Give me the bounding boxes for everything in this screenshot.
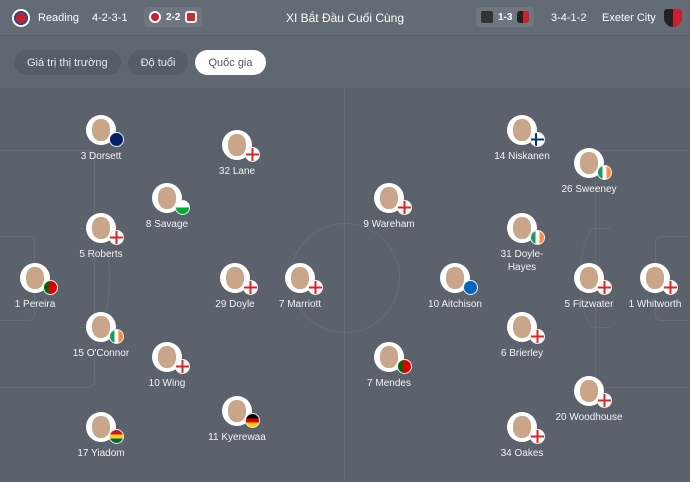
player-name: 1 Pereira — [14, 299, 56, 310]
player-name: 9 Wareham — [363, 219, 415, 230]
match-header: Reading 4-2-3-1 2-2 XI Bắt Đầu Cuối Cùng… — [0, 0, 690, 36]
england-flag-icon — [663, 280, 678, 295]
player-avatar — [507, 312, 537, 342]
away-last-match[interactable]: 1-3 — [476, 7, 535, 27]
player-name: 1 Whitworth — [628, 299, 682, 310]
home-team[interactable]: Reading — [12, 0, 79, 36]
player-name: 31 Doyle-Hayes — [500, 249, 544, 273]
player-avatar — [574, 263, 604, 293]
tab-bar: Giá trị thị trường Độ tuổi Quốc gia — [14, 50, 266, 75]
tab-nationality[interactable]: Quốc gia — [195, 50, 266, 75]
tab-market-value[interactable]: Giá trị thị trường — [14, 50, 121, 75]
home-team-name: Reading — [38, 12, 79, 24]
player-name: 6 Brierley — [500, 348, 544, 359]
ireland-flag-icon — [597, 165, 612, 180]
england-flag-icon — [109, 230, 124, 245]
player-avatar — [152, 183, 182, 213]
player-name: 5 Roberts — [79, 249, 123, 260]
player-name: 8 Savage — [145, 219, 189, 230]
player-name: 34 Oakes — [500, 448, 544, 459]
england-flag-icon — [245, 147, 260, 162]
tab-age[interactable]: Độ tuổi — [127, 50, 189, 75]
reading-mini-crest-icon — [149, 11, 161, 23]
player-name: 15 O'Connor — [72, 348, 130, 359]
portugal-flag-icon — [43, 280, 58, 295]
wales-flag-icon — [175, 200, 190, 215]
portugal-flag-icon — [397, 359, 412, 374]
ghana-flag-icon — [109, 429, 124, 444]
finland-flag-icon — [530, 132, 545, 147]
player-name: 32 Lane — [218, 166, 256, 177]
australia-flag-icon — [109, 132, 124, 147]
england-flag-icon — [175, 359, 190, 374]
exeter-crest-icon — [663, 9, 682, 27]
ireland-flag-icon — [109, 329, 124, 344]
player-name: 17 Yiadom — [77, 448, 125, 459]
player-name: 5 Fitzwater — [564, 299, 614, 310]
opponent-crest-icon — [481, 11, 493, 23]
player-avatar — [86, 412, 116, 442]
player-avatar — [440, 263, 470, 293]
away-formation: 3-4-1-2 — [551, 12, 587, 24]
player-name: 29 Doyle — [215, 299, 255, 310]
player-avatar — [374, 342, 404, 372]
player-name: 14 Niskanen — [494, 151, 550, 162]
player-name: 3 Dorsett — [80, 151, 122, 162]
ireland-flag-icon — [530, 230, 545, 245]
england-flag-icon — [597, 280, 612, 295]
player-name: 10 Wing — [148, 378, 186, 389]
away-team[interactable]: Exeter City — [602, 0, 682, 36]
player-name: 7 Mendes — [367, 378, 411, 389]
player-name: 26 Sweeney — [561, 184, 617, 195]
player-avatar — [574, 376, 604, 406]
player-name: 10 Aitchison — [428, 299, 482, 310]
england-flag-icon — [397, 200, 412, 215]
home-formation: 4-2-3-1 — [92, 12, 128, 24]
away-team-name: Exeter City — [602, 12, 656, 24]
player-name: 11 Kyerewaa — [208, 432, 266, 443]
away-last-score: 1-3 — [498, 11, 513, 23]
player-avatar — [86, 115, 116, 145]
player-avatar — [574, 148, 604, 178]
player-name: 7 Marriott — [278, 299, 322, 310]
england-flag-icon — [308, 280, 323, 295]
player-avatar — [374, 183, 404, 213]
home-last-match[interactable]: 2-2 — [144, 7, 203, 27]
scotland-flag-icon — [463, 280, 478, 295]
england-flag-icon — [530, 429, 545, 444]
germany-flag-icon — [245, 413, 260, 428]
opponent-crest-icon — [185, 11, 198, 23]
player-avatar — [507, 213, 537, 243]
exeter-mini-crest-icon — [517, 11, 530, 23]
england-flag-icon — [243, 280, 258, 295]
england-flag-icon — [530, 329, 545, 344]
reading-crest-icon — [12, 9, 30, 27]
pitch: 3 Dorsett 32 Lane 8 Savage 5 Roberts 1 P… — [0, 88, 690, 482]
home-last-score: 2-2 — [166, 11, 181, 23]
player-name: 20 Woodhouse — [555, 412, 623, 423]
england-flag-icon — [597, 393, 612, 408]
